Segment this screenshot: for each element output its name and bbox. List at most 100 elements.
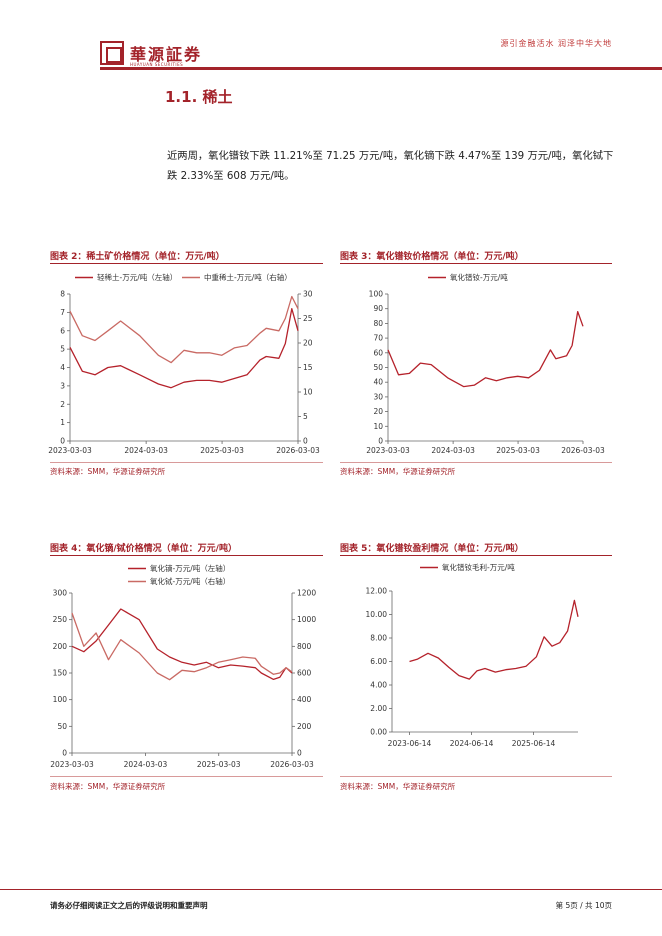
figure-2-source: 资料来源：SMM，华源证券研究所 [50, 467, 166, 476]
y-tick-label: 3 [60, 381, 65, 390]
footer-divider [0, 889, 662, 890]
legend-label-0: 氧化镨钕-万元/吨 [450, 272, 508, 282]
y-tick-label: 70 [373, 334, 383, 343]
x-tick-label: 2025-03-03 [496, 446, 540, 455]
legend-label-1: 氧化铽-万元/吨（右轴） [150, 576, 230, 586]
x-tick-label: 2025-06-14 [512, 739, 556, 748]
y-right-tick-label: 200 [297, 722, 312, 731]
x-tick-label: 2025-03-03 [197, 760, 241, 769]
y-right-tick-label: 30 [303, 290, 313, 299]
x-tick-label: 2024-06-14 [450, 739, 494, 748]
figure-5-source: 资料来源：SMM，华源证券研究所 [340, 782, 456, 791]
figure-3-rule [340, 263, 612, 264]
figure-2-rule [50, 263, 323, 264]
figure-4-bottom-rule [50, 776, 323, 777]
y-tick-label: 150 [53, 669, 68, 678]
figure-5-rule [340, 555, 612, 556]
y-right-tick-label: 0 [303, 437, 308, 446]
y-tick-label: 20 [373, 407, 383, 416]
series-line-1 [71, 612, 293, 681]
y-tick-label: 6 [60, 326, 65, 335]
y-tick-label: 7 [60, 308, 65, 317]
x-tick-label: 2024-03-03 [124, 760, 168, 769]
legend-label-0: 轻稀土-万元/吨（左轴） [97, 272, 177, 282]
section-paragraph: 近两周，氧化镨钕下跌 11.21%至 71.25 万元/吨，氧化镝下跌 4.47… [167, 150, 614, 182]
figure-3-bottom-rule [340, 462, 612, 463]
y-tick-label: 4.00 [370, 681, 387, 690]
series-line-0 [409, 599, 579, 680]
x-tick-label: 2026-03-03 [270, 760, 314, 769]
x-tick-label: 2023-06-14 [388, 739, 432, 748]
chart-figure-5: 0.00 2.00 4.00 6.00 8.00 10.00 12.00 2023-06-14… [366, 562, 579, 748]
y-tick-label: 10.00 [366, 610, 388, 619]
figure-5-title: 图表 5：氧化镨钕盈利情况（单位：万元/吨） [340, 544, 524, 554]
y-tick-label: 90 [373, 304, 383, 313]
y-tick-label: 50 [373, 363, 383, 372]
y-tick-label: 0 [378, 437, 383, 446]
y-tick-label: 100 [369, 290, 384, 299]
y-tick-label: 2.00 [370, 704, 387, 713]
footer-disclaimer: 请务必仔细阅读正文之后的评级说明和重要声明 [50, 901, 208, 910]
chart-figure-2: 0 1 2 3 4 5 6 7 8 0 5 10 15 20 25 30 2023-03-03 2024-03-0… [48, 272, 320, 455]
y-tick-label: 8 [60, 290, 65, 299]
figure-3-title: 图表 3：氧化镨钕价格情况（单位：万元/吨） [340, 252, 524, 262]
series-line-1 [69, 295, 299, 364]
y-tick-label: 200 [53, 642, 68, 651]
logo-name: 華源証券 [130, 45, 203, 64]
logo-icon [100, 41, 124, 65]
x-tick-label: 2023-03-03 [50, 760, 94, 769]
y-right-tick-label: 400 [297, 695, 312, 704]
y-right-tick-label: 600 [297, 669, 312, 678]
x-tick-label: 2023-03-03 [48, 446, 92, 455]
x-tick-label: 2026-03-03 [276, 446, 320, 455]
y-right-tick-label: 1200 [297, 589, 316, 598]
y-tick-label: 12.00 [366, 587, 388, 596]
y-tick-label: 30 [373, 392, 383, 401]
header-slogan: 源引金融活水 润泽中华大地 [500, 39, 612, 48]
x-tick-label: 2024-03-03 [431, 446, 475, 455]
y-tick-label: 0 [60, 437, 65, 446]
legend-label-1: 中重稀土-万元/吨（右轴） [204, 272, 292, 282]
series-line-0 [387, 310, 584, 388]
y-tick-label: 60 [373, 348, 383, 357]
figure-2-bottom-rule [50, 462, 323, 463]
y-right-tick-label: 800 [297, 642, 312, 651]
y-tick-label: 300 [53, 589, 68, 598]
series-line-0 [71, 608, 293, 681]
y-right-tick-label: 15 [303, 363, 313, 372]
figure-5-bottom-rule [340, 776, 612, 777]
y-tick-label: 1 [60, 418, 65, 427]
header-divider [100, 67, 662, 70]
y-tick-label: 4 [60, 363, 65, 372]
y-right-tick-label: 10 [303, 388, 313, 397]
chart-figure-3: 0 10 20 30 40 50 60 70 80 90 100 2023-03-03 2024-03-… [366, 272, 605, 455]
y-tick-label: 0.00 [370, 728, 387, 737]
y-tick-label: 5 [60, 345, 65, 354]
figure-4-source: 资料来源：SMM，华源证券研究所 [50, 782, 166, 791]
y-right-tick-label: 25 [303, 314, 313, 323]
y-tick-label: 80 [373, 319, 383, 328]
y-tick-label: 2 [60, 400, 65, 409]
figure-3-source: 资料来源：SMM，华源证券研究所 [340, 467, 456, 476]
y-tick-label: 40 [373, 378, 383, 387]
y-right-tick-label: 1000 [297, 615, 316, 624]
y-right-tick-label: 5 [303, 412, 308, 421]
section-title: 1.1. 稀土 [165, 88, 233, 106]
y-tick-label: 0 [62, 749, 67, 758]
y-tick-label: 250 [53, 615, 68, 624]
figure-4-rule [50, 555, 323, 556]
y-right-tick-label: 0 [297, 749, 302, 758]
x-tick-label: 2025-03-03 [200, 446, 244, 455]
x-tick-label: 2024-03-03 [124, 446, 168, 455]
y-tick-label: 8.00 [370, 634, 387, 643]
y-tick-label: 50 [57, 722, 67, 731]
chart-figure-4: 0 50 100 150 200 250 300 0 200 400 600 800 1000 1200 2… [50, 563, 316, 769]
y-tick-label: 10 [373, 422, 383, 431]
series-line-0 [69, 308, 299, 389]
legend-label-0: 氧化镝-万元/吨（左轴） [150, 563, 230, 573]
logo-en: HUAYUAN SECURITIES [130, 62, 184, 67]
figure-4-title: 图表 4：氧化镝/铽价格情况（单位：万元/吨） [50, 544, 237, 554]
x-tick-label: 2023-03-03 [366, 446, 410, 455]
y-right-tick-label: 20 [303, 339, 313, 348]
footer-page-number: 第 5页 / 共 10页 [555, 901, 612, 910]
